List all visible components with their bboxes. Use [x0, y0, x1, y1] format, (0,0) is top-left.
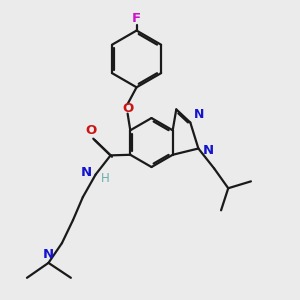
- Text: N: N: [194, 108, 205, 121]
- Text: N: N: [43, 248, 54, 261]
- Text: O: O: [122, 102, 133, 115]
- Text: F: F: [132, 12, 141, 25]
- Text: N: N: [81, 167, 92, 179]
- Text: O: O: [85, 124, 97, 137]
- Text: H: H: [101, 172, 110, 184]
- Text: N: N: [202, 143, 213, 157]
